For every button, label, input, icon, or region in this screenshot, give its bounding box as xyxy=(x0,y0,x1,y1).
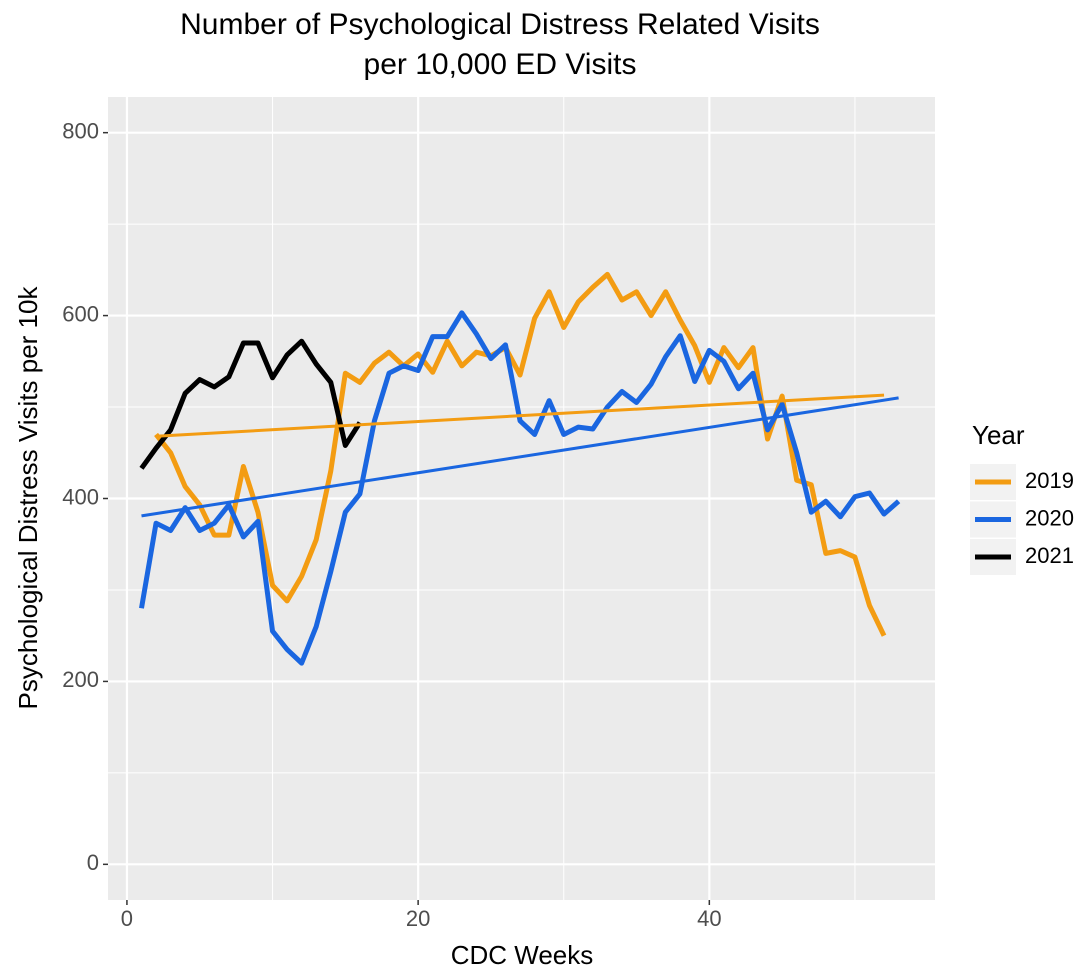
legend-label: 2020 xyxy=(1025,505,1074,530)
chart-subtitle: per 10,000 ED Visits xyxy=(364,48,637,81)
y-tick-label: 0 xyxy=(87,850,99,875)
y-tick-label: 200 xyxy=(62,667,99,692)
y-tick-label: 800 xyxy=(62,118,99,143)
legend-label: 2021 xyxy=(1025,543,1074,568)
legend-label: 2019 xyxy=(1025,468,1074,493)
y-tick-label: 600 xyxy=(62,301,99,326)
line xyxy=(139,338,362,470)
y-tick-label: 400 xyxy=(62,484,99,509)
trend-line xyxy=(155,393,885,438)
x-tick-label: 40 xyxy=(697,906,721,931)
x-tick-label: 20 xyxy=(406,906,430,931)
chart-title: Number of Psychological Distress Related… xyxy=(180,8,820,41)
legend-title: Year xyxy=(972,420,1025,450)
trend-line xyxy=(141,396,899,518)
x-tick-label: 0 xyxy=(121,906,133,931)
y-axis-title: Psychological Distress Visits per 10k xyxy=(13,286,43,710)
line xyxy=(139,310,901,666)
x-axis-title: CDC Weeks xyxy=(451,940,594,970)
